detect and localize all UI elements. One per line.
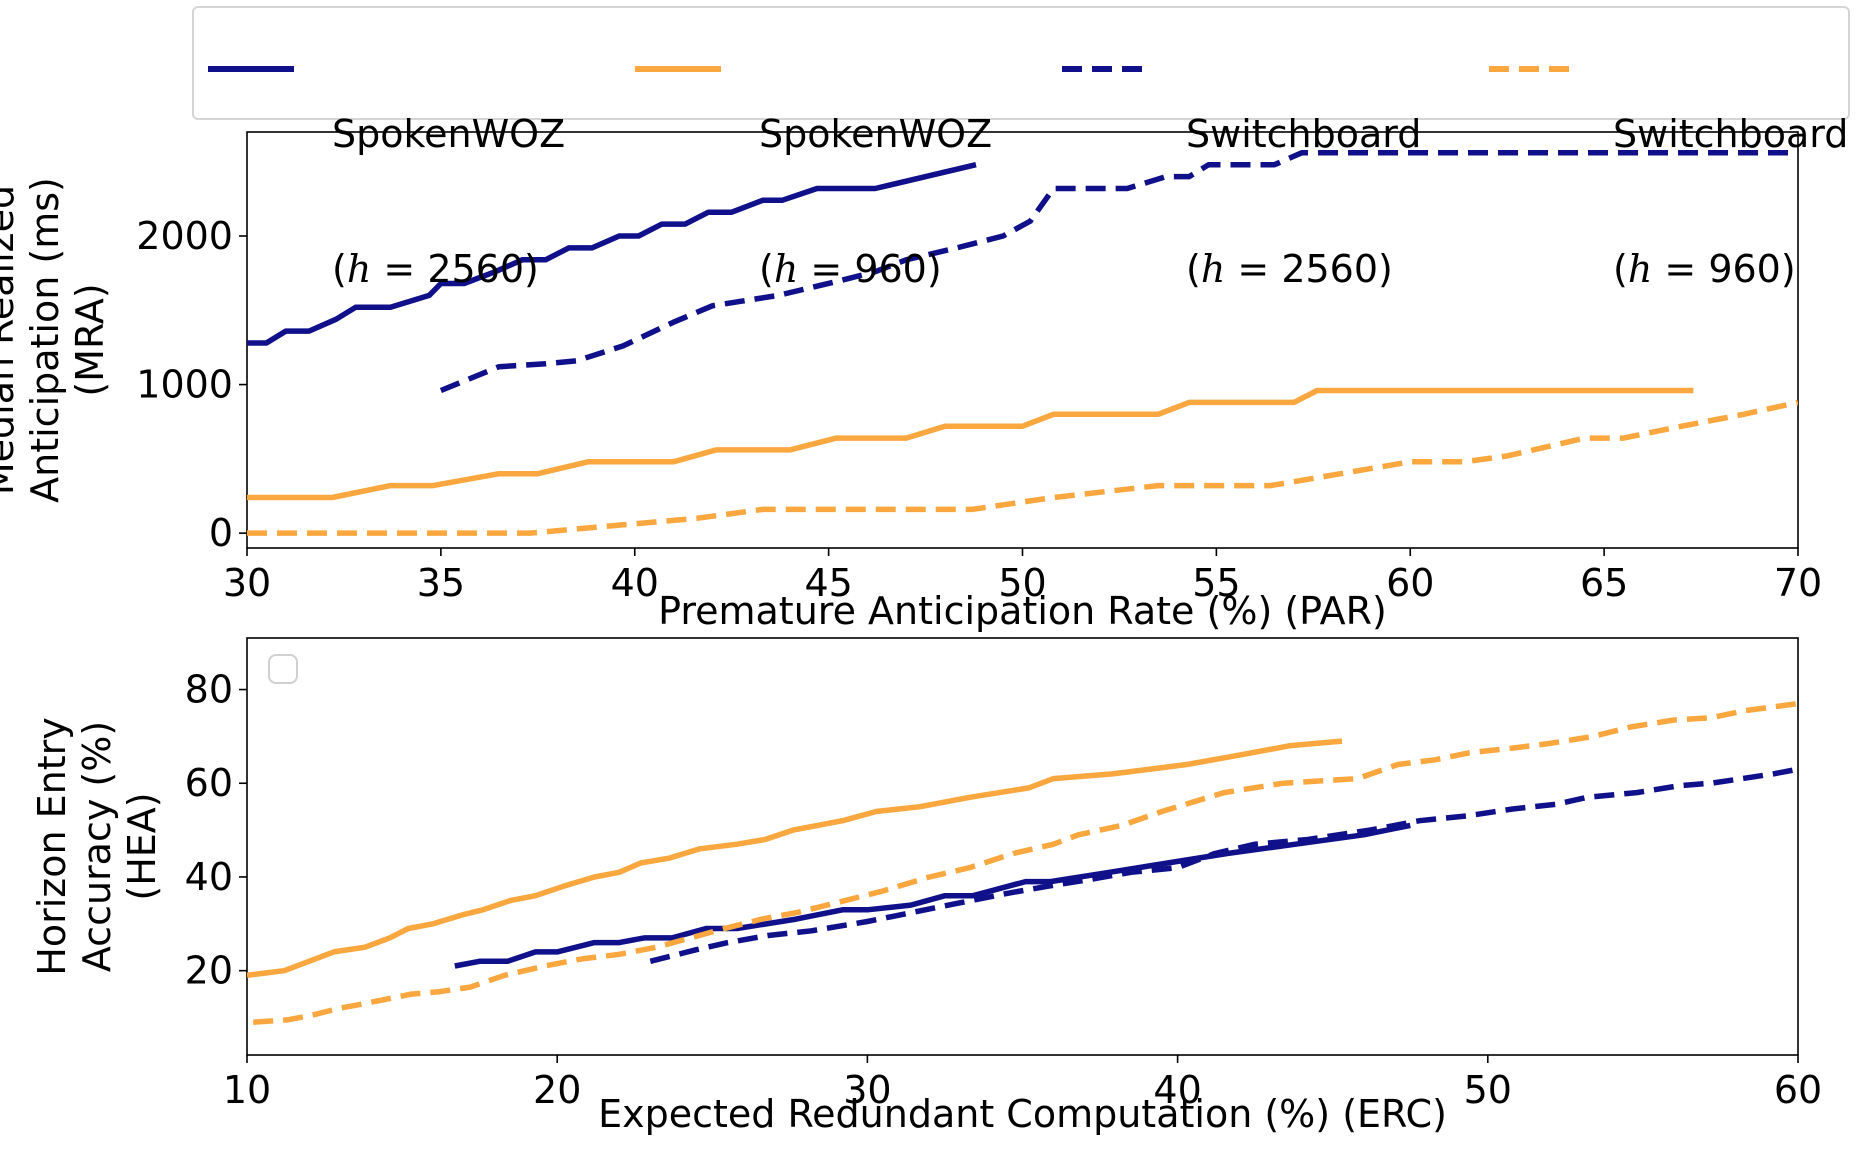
y-axis-label-line: (MRA) [68, 283, 112, 396]
legend-label-line2: (h = 960) [1613, 247, 1796, 291]
y-tick-label: 80 [185, 668, 233, 712]
x-tick-label: 60 [1774, 1068, 1822, 1112]
legend-swatch [1062, 66, 1148, 72]
x-tick-label: 30 [223, 561, 271, 605]
y-tick-label: 2000 [136, 214, 233, 258]
legend-label-line1: Switchboard [1186, 112, 1422, 156]
legend-swatch [208, 66, 294, 72]
x-tick-label: 40 [1153, 1068, 1201, 1112]
legend-label: SpokenWOZ (h = 960) [759, 22, 992, 382]
legend-label-line2: (h = 2560) [332, 247, 539, 291]
x-tick-label: 50 [1464, 1068, 1512, 1112]
y-tick-label: 60 [185, 761, 233, 805]
legend-label: Switchboard (h = 960) [1613, 22, 1848, 382]
y-axis-label-line: Median Realized [0, 185, 22, 495]
x-tick-label: 50 [998, 561, 1046, 605]
series-line-spokenwoz-h-2560 [454, 822, 1411, 969]
x-tick-label: 65 [1580, 561, 1628, 605]
y-axis-label-line: Anticipation (ms) [23, 177, 67, 503]
series-line-switchboard-h-2560 [649, 766, 1798, 964]
legend-label-line1: SpokenWOZ [332, 112, 566, 156]
legend-label-line2: (h = 2560) [1186, 247, 1393, 291]
bottom-chart-panel: 10 20 30 40 50 60 20 40 60 80 Expected Redundant C… [30, 637, 1822, 1136]
legend-swatch [1489, 66, 1575, 72]
series-line-switchboard-h-960 [247, 399, 1798, 536]
y-axis-label-line: (HEA) [120, 792, 164, 900]
y-tick-label: 1000 [136, 363, 233, 407]
series-line-switchboard-h-960 [253, 700, 1798, 1025]
x-axis-label: Expected Redundant Computation (%) (ERC) [598, 1092, 1447, 1136]
y-axis-label: Median RealizedAnticipation (ms)(MRA) [0, 177, 112, 503]
x-tick-label: 10 [223, 1068, 271, 1112]
y-tick-label: 20 [185, 949, 233, 993]
legend-label-line1: Switchboard [1613, 112, 1849, 156]
x-tick-label: 45 [804, 561, 852, 605]
x-axis-label: Premature Anticipation Rate (%) (PAR) [658, 589, 1387, 633]
x-tick-label: 40 [611, 561, 659, 605]
series-line-spokenwoz-h-960 [247, 738, 1343, 979]
series-line-switchboard-h-2560 [439, 150, 1798, 394]
legend-label-line2: (h = 960) [759, 247, 942, 291]
legend-label: Switchboard (h = 2560) [1186, 22, 1421, 382]
x-tick-label: 20 [533, 1068, 581, 1112]
y-axis-label-line: Accuracy (%) [75, 721, 119, 972]
empty-legend-box [268, 654, 298, 684]
x-tick-label: 30 [843, 1068, 891, 1112]
y-tick-label: 40 [185, 855, 233, 899]
x-tick-label: 35 [417, 561, 465, 605]
legend-label-line1: SpokenWOZ [759, 112, 993, 156]
legend: SpokenWOZ (h = 2560) SpokenWOZ (h = 960)… [192, 6, 1850, 291]
y-tick-label: 0 [209, 511, 233, 555]
y-axis-label-line: Horizon Entry [30, 717, 74, 975]
y-axis-label: Horizon EntryAccuracy (%)(HEA) [30, 717, 164, 975]
x-tick-label: 70 [1774, 561, 1822, 605]
legend-label: SpokenWOZ (h = 2560) [332, 22, 565, 382]
x-tick-label: 55 [1192, 561, 1240, 605]
plot-frame [246, 637, 1799, 1056]
series-line-spokenwoz-h-2560 [247, 162, 977, 346]
legend-swatch [635, 66, 721, 72]
x-tick-label: 60 [1386, 561, 1434, 605]
top-chart-panel: 30 35 40 45 50 55 60 65 70 0 1000 2000 Premature Ant… [0, 131, 1822, 633]
series-line-spokenwoz-h-960 [247, 387, 1694, 501]
